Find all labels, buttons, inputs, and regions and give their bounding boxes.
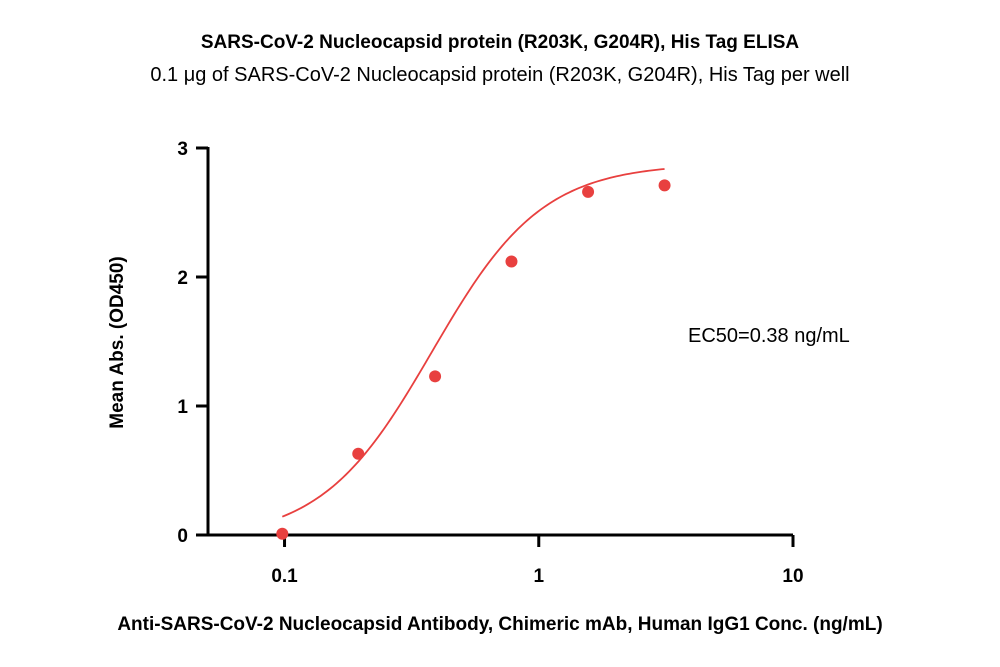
- fit-curve: [281, 168, 665, 518]
- chart-subtitle: 0.1 μg of SARS-CoV-2 Nucleocapsid protei…: [150, 64, 850, 86]
- x-tick-label: 10: [782, 566, 803, 587]
- data-point: [658, 179, 671, 192]
- y-tick-label: 0: [177, 526, 188, 547]
- data-point: [352, 447, 365, 460]
- data-points-layer: [276, 179, 671, 540]
- chart-title: SARS-CoV-2 Nucleocapsid protein (R203K, …: [200, 32, 800, 53]
- y-axis-title: Mean Abs. (OD450): [107, 256, 128, 428]
- y-tick-label: 1: [177, 397, 188, 418]
- axes: [196, 146, 795, 547]
- y-tick-label: 3: [177, 139, 188, 160]
- x-axis-title: Anti-SARS-CoV-2 Nucleocapsid Antibody, C…: [117, 614, 882, 635]
- labels-layer: 0 1 2 3 0.1 1 10 Anti-SARS-CoV-2 Nucleocapsid A…: [107, 139, 883, 635]
- data-point: [429, 370, 442, 383]
- y-tick-label: 2: [177, 268, 188, 289]
- fit-curve-layer: [281, 168, 665, 518]
- ec50-annotation: EC50=0.38 ng/mL: [688, 325, 850, 347]
- x-tick-label: 1: [533, 566, 544, 587]
- data-point: [582, 185, 595, 198]
- data-point: [505, 255, 518, 268]
- data-point: [276, 527, 289, 540]
- x-tick-label: 0.1: [271, 566, 298, 587]
